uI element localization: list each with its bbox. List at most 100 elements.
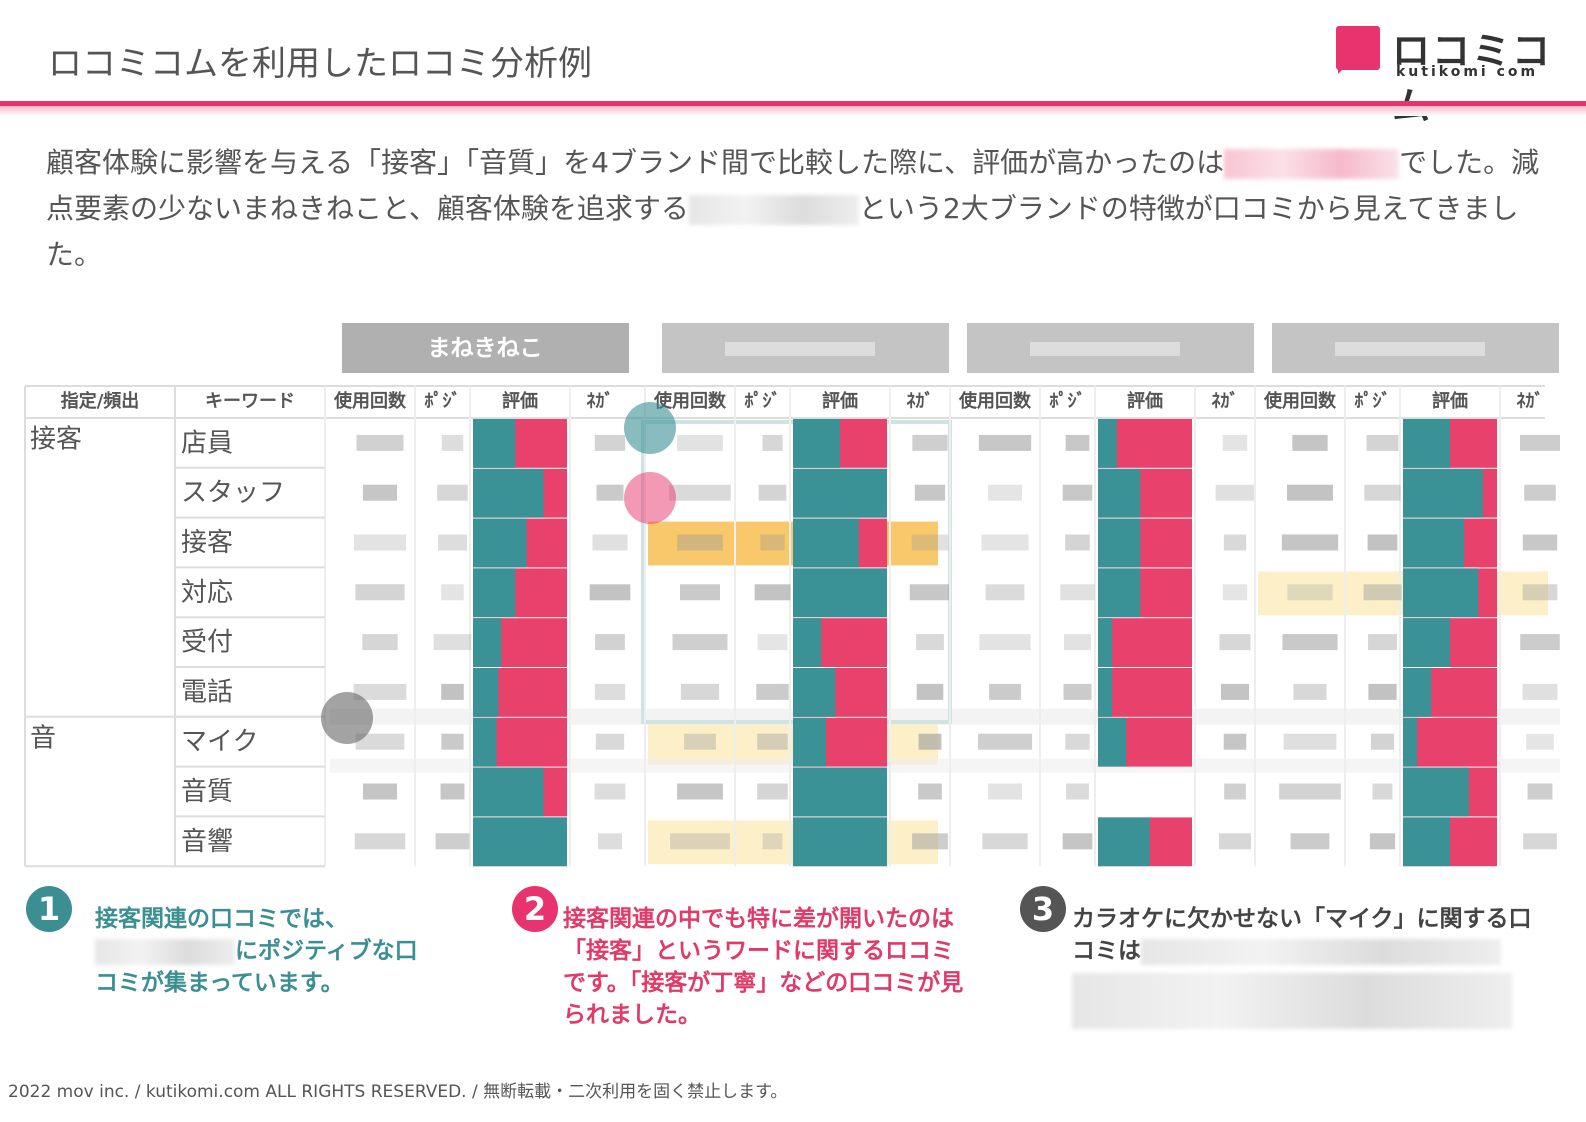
redacted-cell — [1223, 534, 1247, 551]
rating-bar — [473, 668, 499, 717]
keyword: 受付 — [181, 628, 233, 658]
note-number: 1 — [26, 886, 72, 932]
logo-tail — [1338, 64, 1348, 74]
column-header: キーワード — [205, 391, 295, 412]
redacted-cell — [1279, 783, 1341, 800]
group-label: 音 — [30, 723, 56, 753]
redacted-cell — [1219, 634, 1251, 651]
redacted-cell — [1524, 484, 1556, 501]
redacted-cell — [672, 634, 728, 651]
column-header: ﾈｶﾞ — [587, 390, 614, 412]
redacted — [1030, 342, 1180, 356]
rating-bar — [1098, 668, 1113, 717]
redacted-cell — [1062, 484, 1093, 501]
rating-bar — [1098, 468, 1141, 518]
header-rule — [0, 101, 1586, 106]
logo-mark — [1336, 26, 1380, 70]
highlight-band — [330, 708, 1560, 725]
note: 接客関連の中でも特に差が開いたのは「接客」というワードに関するロコミです。「接客… — [563, 906, 964, 1028]
redacted-cell — [441, 733, 464, 750]
redacted-cell — [1063, 634, 1092, 651]
rating-bar — [1403, 419, 1450, 468]
redacted-cell — [1062, 833, 1093, 850]
redacted-cell — [680, 683, 720, 700]
redacted-cell — [1282, 634, 1338, 651]
brand-header — [342, 323, 629, 373]
redacted-cell — [1060, 584, 1095, 601]
rating-bar — [473, 618, 502, 667]
redacted-cell — [918, 733, 942, 750]
rating-bar — [793, 817, 887, 867]
redacted-cell — [1519, 434, 1561, 451]
rating-bar — [1403, 668, 1432, 717]
redacted-cell — [756, 683, 789, 700]
redacted-cell — [594, 434, 626, 451]
redacted-cell — [435, 833, 470, 850]
rating-bar-bg — [1098, 668, 1192, 717]
rating-bar — [793, 468, 887, 518]
redacted-cell — [353, 683, 407, 700]
rating-bar — [793, 419, 840, 468]
redacted-cell — [362, 634, 398, 651]
redacted-cell — [1368, 683, 1397, 700]
column-header: 評価 — [1432, 390, 1468, 412]
redacted-cell — [355, 733, 405, 750]
slide-title: ロコミコムを利用したロコミ分析例 — [48, 44, 592, 84]
redacted-cell — [670, 833, 730, 850]
rating-bar — [473, 518, 527, 568]
redacted-cell — [1372, 783, 1393, 800]
redacted-cell — [762, 833, 783, 850]
redacted-cell — [353, 534, 407, 551]
redacted-cell — [979, 634, 1031, 651]
rating-bar — [1098, 518, 1141, 568]
redacted-cell — [762, 434, 783, 451]
rating-bar — [793, 618, 822, 667]
redacted-cell — [911, 534, 949, 551]
redacted-cell — [1522, 534, 1558, 551]
column-header: ﾎﾟｼﾞ — [425, 390, 461, 412]
redacted-cell — [596, 484, 624, 501]
logo-sub: kutikomi com — [1396, 64, 1539, 80]
redacted-cell — [363, 484, 397, 501]
redacted-cell — [1063, 683, 1092, 700]
redacted-cell — [594, 683, 626, 700]
column-header: ﾎﾟｼﾞ — [1355, 390, 1391, 412]
rating-bar — [473, 717, 497, 767]
redacted-cell — [1523, 833, 1557, 850]
rating-bar — [1403, 568, 1479, 618]
redacted-cell — [598, 833, 622, 850]
redacted-cell — [912, 434, 948, 451]
marker — [624, 472, 676, 524]
marker — [624, 402, 676, 454]
redacted-cell — [1065, 434, 1090, 451]
column-header: ﾈｶﾞ — [907, 390, 934, 412]
redacted-cell — [677, 783, 723, 800]
keyword: スタッフ — [181, 478, 285, 508]
redacted-cell — [354, 833, 406, 850]
keyword: マイク — [181, 727, 258, 757]
redacted-cell — [1224, 783, 1246, 800]
note-number: 2 — [512, 886, 558, 932]
note: 接客関連の口コミでは、にポジティブな口コミが集まっています。 — [95, 903, 435, 999]
redacted-cell — [1293, 683, 1327, 700]
rating-bar — [473, 468, 544, 518]
keyword: 対応 — [181, 578, 233, 608]
redacted-cell — [677, 434, 723, 451]
redacted-cell — [592, 534, 628, 551]
redacted — [725, 342, 875, 356]
redacted-cell — [441, 434, 464, 451]
column-header: 指定/頻出 — [61, 390, 140, 412]
redacted-cell — [1290, 833, 1330, 850]
redacted-cell — [437, 484, 468, 501]
redacted — [1141, 938, 1501, 965]
rating-bar — [793, 518, 859, 568]
rating-bar-bg — [1403, 717, 1497, 767]
redacted-cell — [1522, 584, 1558, 601]
column-header: 評価 — [1127, 390, 1163, 412]
column-header: ﾎﾟｼﾞ — [745, 390, 781, 412]
rating-bar — [1403, 518, 1465, 568]
column-header: 評価 — [502, 390, 538, 412]
intro-text: 顧客体験に影響を与える「接客」「音質」を4ブランド間で比較した際に、評価が高かっ… — [46, 146, 1225, 179]
redacted-cell — [987, 484, 1023, 501]
